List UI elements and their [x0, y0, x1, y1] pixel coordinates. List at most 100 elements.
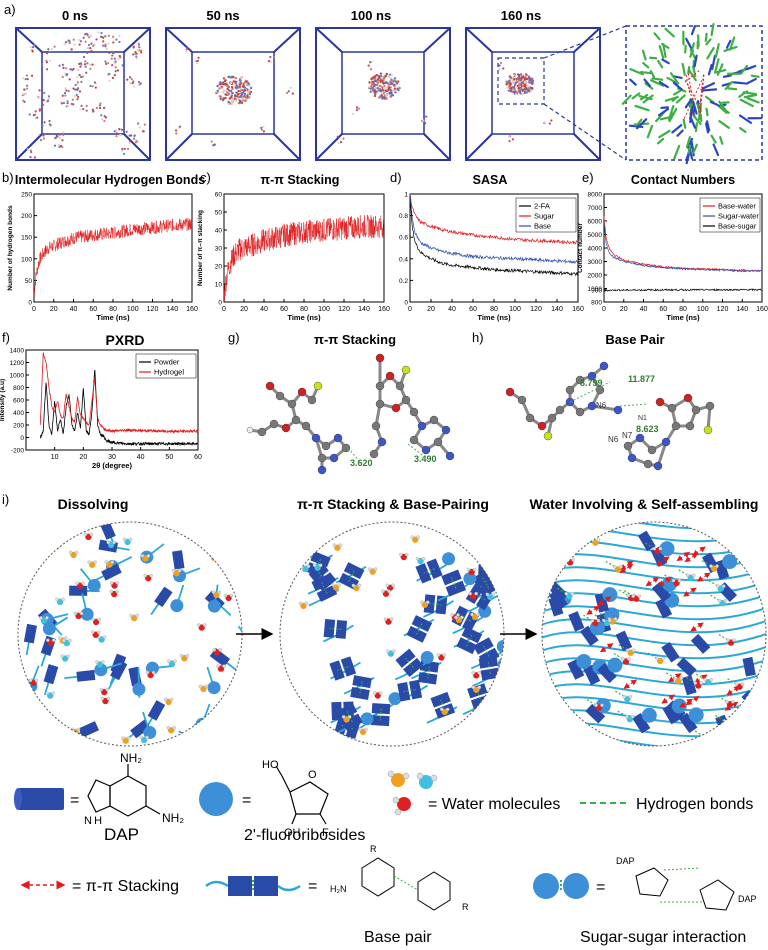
svg-text:N H: N H [84, 815, 102, 827]
y-tick-label: 1000 [10, 373, 25, 380]
basepair-molecules: 8.799 11.877 8.623 N6 N6 N7 N1 [505, 361, 715, 471]
dissolving-circle-content [18, 522, 242, 746]
distance-h1: 8.799 [580, 378, 603, 388]
series-line-sugar [409, 194, 579, 245]
y-tick-label: 1000 [588, 286, 603, 293]
y-tick-label: 600 [13, 398, 24, 405]
dap-block [172, 550, 185, 570]
assembly-schematic [17, 521, 767, 747]
dap-block [661, 641, 680, 663]
y-tick-label: 900 [591, 287, 602, 294]
sugar-ball [360, 712, 374, 726]
x-tick-label: 50 [165, 454, 173, 461]
dap-block [567, 659, 585, 680]
y-tick-label: 6000 [588, 219, 603, 226]
x-tick-label: 10 [51, 454, 59, 461]
x-tick-label: 120 [530, 306, 542, 313]
title-e: Contact Numbers [630, 173, 736, 187]
sugar-ball [190, 735, 204, 746]
assembling-circle-content [542, 522, 766, 746]
y-tick-label: 0.2 [399, 278, 408, 285]
x-tick-label: 80 [109, 306, 117, 313]
dap-block [110, 659, 128, 681]
legend-entry: Sugar-water [718, 212, 759, 221]
zoomed-aggregate [621, 23, 763, 165]
series-line-powder [39, 369, 199, 447]
x-tick-label: 0 [602, 306, 606, 313]
sugar-ball [207, 599, 221, 613]
sugar-ball [18, 689, 23, 703]
svg-text:DAP: DAP [616, 856, 635, 866]
y-tick-label: -200 [11, 448, 24, 455]
sugar-pair-icon [563, 873, 589, 899]
svg-text:H₂N: H₂N [330, 884, 347, 894]
svg-text:R: R [370, 844, 377, 854]
x-tick-label: 20 [240, 306, 248, 313]
stage-title-dissolving: Dissolving [57, 496, 129, 512]
x-axis-label: Time (ns) [477, 313, 511, 322]
dap-block [329, 660, 345, 681]
x-tick-label: 20 [79, 454, 87, 461]
x-tick-label: 60 [280, 306, 288, 313]
sugar-ball [132, 682, 146, 696]
series-line-base-water [603, 216, 763, 273]
dap-block [403, 657, 424, 678]
dap-block [597, 663, 617, 684]
x-tick-label: 40 [260, 306, 268, 313]
x-tick-label: 160 [378, 306, 390, 313]
fluororiboside-structure-icon [275, 765, 329, 825]
sugar-ball [659, 541, 675, 557]
y-tick-label: 7000 [588, 205, 603, 212]
series-line-sugar-water [603, 221, 763, 273]
sugar-interaction-structure-icon [635, 867, 735, 911]
x-tick-label: 100 [509, 306, 521, 313]
x-tick-label: 100 [697, 306, 709, 313]
stacking-circle-content [280, 535, 504, 746]
dap-block [740, 531, 760, 553]
y-tick-label: 0 [218, 300, 222, 307]
sim-box-50 [165, 27, 301, 161]
water-molecule-icons [387, 770, 438, 816]
dap-block [280, 703, 298, 723]
svg-text:O: O [308, 769, 317, 781]
title-b: Intermolecular Hydrogen Bonds [14, 173, 206, 187]
panel-label-h: h) [472, 330, 484, 345]
dap-block [76, 669, 96, 682]
stage-title-stacking: π-π Stacking & Base-Pairing [297, 496, 489, 512]
x-tick-label: 100 [318, 306, 330, 313]
dap-block [715, 714, 731, 736]
sugar-ball [496, 571, 504, 585]
y-axis-label: SASA fraction [388, 226, 390, 269]
x-tick-label: 20 [50, 306, 58, 313]
sugar-ball [607, 657, 623, 673]
x-tick-label: 120 [338, 306, 350, 313]
chart-sasa: 0 20 40 60 80 100 120 140 160 0 0.2 0.4 0.6 0.8 1 Time … [388, 192, 584, 323]
y-tick-label: 4000 [588, 246, 603, 253]
sugar-ball [488, 685, 502, 699]
legend: = NH₂ NH₂ N H DAP = HO O OH F 2'-fluoror… [14, 752, 757, 946]
stacking-molecules: 3.620 3.490 [246, 353, 455, 475]
dap-block [555, 720, 575, 741]
dap-block [147, 700, 166, 721]
dap-block [418, 672, 438, 685]
y-tick-label: 1200 [10, 360, 25, 367]
dispersed-molecules [21, 31, 146, 159]
y-tick-label: 40 [215, 228, 223, 235]
dap-block [676, 657, 697, 677]
dap-block [560, 722, 577, 744]
dap-block [311, 574, 332, 592]
legend-entry: Sugar [534, 212, 555, 221]
y-tick-label: 60 [215, 192, 223, 199]
y-tick-label: 0 [20, 435, 24, 442]
panel-label-e: e) [582, 170, 594, 185]
y-tick-label: 30 [215, 246, 223, 253]
sugar-ball [722, 554, 738, 570]
time-label-50: 50 ns [206, 8, 240, 23]
dap-label: DAP [104, 825, 139, 844]
title-h: Base Pair [605, 332, 665, 347]
y-tick-label: 200 [13, 423, 24, 430]
sugar-ball [87, 578, 101, 592]
dap-block [23, 623, 37, 644]
svg-text:R: R [462, 902, 469, 912]
circle-assembling [541, 521, 767, 747]
